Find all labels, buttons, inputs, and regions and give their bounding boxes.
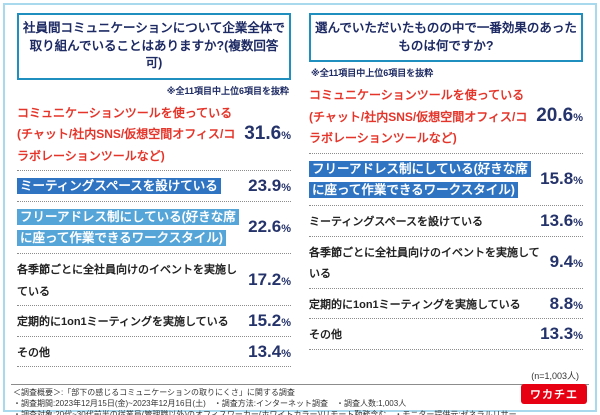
- survey-item: ミーティングスペースを設けている 13.6%: [309, 206, 583, 237]
- item-label: コミュニケーションツールを使っている(チャット/社内SNS/仮想空間オフィス/コ…: [17, 105, 236, 163]
- item-label: フリーアドレス制にしている(好きな席に座って作業できるワークスタイル): [309, 158, 540, 201]
- survey-item: フリーアドレス制にしている(好きな席に座って作業できるワークスタイル) 15.8…: [309, 154, 583, 206]
- survey-item: コミュニケーションツールを使っている(チャット/社内SNS/仮想空間オフィス/コ…: [309, 80, 583, 154]
- wakachie-logo: ワカチエ: [521, 384, 587, 404]
- item-value: 13.4%: [248, 341, 291, 361]
- item-value: 23.9%: [248, 176, 291, 196]
- item-value: 8.8%: [549, 293, 583, 313]
- item-list-right: コミュニケーションツールを使っている(チャット/社内SNS/仮想空間オフィス/コ…: [309, 80, 583, 350]
- item-value: 9.4%: [549, 252, 583, 272]
- note-left: ※全11項目中上位6項目を抜粋: [166, 85, 289, 96]
- item-label: 定期的に1on1ミーティングを実施している: [309, 298, 521, 311]
- footer-line-3: ・調査対象:20代~30代前半の従業員(管理職以外)のオフィスワーカー(ホワイト…: [13, 410, 517, 415]
- item-value: 22.6%: [248, 217, 291, 237]
- survey-infographic: 社員間コミュニケーションについて企業全体で取り組んでいることはありますか?(複数…: [3, 3, 597, 415]
- footer-line-1: ＜調査概要＞:「部下の感じるコミュニケーションの取りにくさ」に関する調査: [13, 388, 295, 398]
- item-label: 定期的に1on1ミーティングを実施している: [17, 316, 229, 329]
- survey-item: 各季節ごとに全社員向けのイベントを実施している 9.4%: [309, 237, 583, 289]
- survey-item: フリーアドレス制にしている(好きな席に座って作業できるワークスタイル) 22.6…: [17, 202, 291, 255]
- item-value: 15.2%: [248, 311, 291, 331]
- item-value: 13.6%: [540, 210, 583, 230]
- item-label: フリーアドレス制にしている(好きな席に座って作業できるワークスタイル): [17, 206, 248, 249]
- item-label: ミーティングスペースを設けている: [309, 215, 484, 228]
- item-value: 20.6%: [536, 105, 583, 127]
- item-label: その他: [309, 329, 342, 342]
- item-label: ミーティングスペースを設けている: [17, 175, 248, 197]
- item-label: その他: [17, 346, 50, 359]
- survey-item: コミュニケーションツールを使っている(チャット/社内SNS/仮想空間オフィス/コ…: [17, 98, 291, 172]
- survey-item: 各季節ごとに全社員向けのイベントを実施している 17.2%: [17, 254, 291, 307]
- note-right: ※全11項目中上位6項目を抜粋: [311, 68, 434, 78]
- survey-item: ミーティングスペースを設けている 23.9%: [17, 171, 291, 202]
- survey-item: 定期的に1on1ミーティングを実施している 8.8%: [309, 289, 583, 320]
- survey-item: その他 13.4%: [17, 337, 291, 368]
- panel-right: 選んでいただいたものの中で一番効果のあったものは何ですか? ※全11項目中上位6…: [309, 13, 583, 367]
- panels: 社員間コミュニケーションについて企業全体で取り組んでいることはありますか?(複数…: [5, 5, 595, 368]
- survey-item: 定期的に1on1ミーティングを実施している 15.2%: [17, 306, 291, 337]
- survey-item: その他 13.3%: [309, 319, 583, 350]
- question-left: 社員間コミュニケーションについて企業全体で取り組んでいることはありますか?(複数…: [17, 13, 291, 80]
- item-label: 各季節ごとに全社員向けのイベントを実施している: [17, 264, 237, 298]
- item-label: 各季節ごとに全社員向けのイベントを実施している: [309, 246, 540, 281]
- item-value: 31.6%: [244, 122, 291, 144]
- item-list-left: コミュニケーションツールを使っている(チャット/社内SNS/仮想空間オフィス/コ…: [17, 98, 291, 368]
- panel-left: 社員間コミュニケーションについて企業全体で取り組んでいることはありますか?(複数…: [17, 13, 291, 368]
- item-value: 17.2%: [248, 269, 291, 289]
- footer-line-2: ・調査期間:2023年12月15日(金)~2023年12月16日(土) ・調査方…: [13, 399, 407, 409]
- item-value: 15.8%: [540, 169, 583, 189]
- survey-overview-footer: ＜調査概要＞:「部下の感じるコミュニケーションの取りにくさ」に関する調査 ・調査…: [11, 384, 589, 415]
- sample-size-note: (n=1,003人): [531, 371, 579, 382]
- item-label: コミュニケーションツールを使っている(チャット/社内SNS/仮想空間オフィス/コ…: [309, 88, 528, 146]
- question-right: 選んでいただいたものの中で一番効果のあったものは何ですか?: [309, 13, 583, 62]
- item-value: 13.3%: [540, 324, 583, 344]
